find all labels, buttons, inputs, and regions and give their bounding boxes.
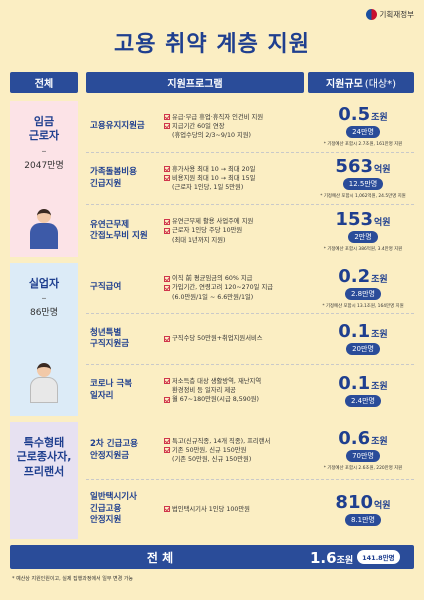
program-description: 유연근무제 활용 사업주에 지원 근로자 1인당 주당 10만원 (최대 1년까…: [164, 205, 312, 257]
program-scale: 0.1조원 2.4만명: [338, 372, 388, 407]
header-scale-sub: (대상*): [364, 79, 396, 90]
category-count: 86만명: [29, 308, 58, 319]
program-row: 고용유지지원금 유급·무급 휴업·휴직자 인건비 지원 지급기간 60일 연장 …: [86, 101, 414, 153]
checkbox-icon: [164, 335, 170, 342]
program-scale: 0.6조원 70만명 * 기정예산 포함시 2.6조원, 220만명 지원: [323, 428, 403, 472]
program-description: 유급·무급 휴업·휴직자 인건비 지원 지급기간 60일 연장 (휴업수당의 2…: [164, 101, 312, 152]
program-row: 코로나 극복 일자리 저소득층 대상 생활방역, 재난지역 환경정비 등 일자리 …: [86, 365, 414, 416]
program-scale: 563억원 12.5만명 * 기정예산 포함시 1,062억원, 24.5만명 …: [320, 156, 406, 200]
target-badge: 20만명: [346, 343, 380, 355]
target-badge: 8.1만명: [344, 513, 381, 526]
program-scale: 0.1조원 20만명: [338, 321, 388, 355]
program-row: 구직급여 이직 前 평균임금의 60% 지급 가입기간, 연령고려 120~27…: [86, 263, 414, 314]
program-description: 구직수당 50만원+취업지원서비스: [164, 314, 312, 364]
target-badge: 24만명: [346, 126, 380, 138]
checkbox-icon: [164, 166, 170, 173]
program-scale: 0.5조원 24만명 * 기정예산 포함시 2.7조원, 161만명 지원: [323, 104, 403, 148]
program-description: 이직 前 평균임금의 60% 지급 가입기간, 연령고려 120~270일 지급…: [164, 263, 312, 313]
checkbox-icon: [164, 378, 170, 385]
program-name: 코로나 극복 일자리: [90, 379, 133, 401]
worker-illustration-icon: [27, 209, 61, 249]
header-scale-label: 지원규모: [325, 79, 363, 90]
checkbox-icon: [164, 175, 170, 182]
group-wage-workers: 임금 근로자 – 2047만명 고용유지지원금 유급·무급 휴업·휴직자 인건비…: [10, 101, 414, 257]
page-title: 고용 취약 계층 지원: [114, 32, 310, 57]
target-badge: 2.4만명: [344, 394, 381, 407]
program-row: 가족돌봄비용 긴급지원 휴가사용 최대 10 → 최대 20일 비용지원 최대 1…: [86, 153, 414, 205]
program-row: 유연근무제 간접노무비 지원 유연근무제 활용 사업주에 지원 근로자 1인당 주…: [86, 205, 414, 257]
total-value: 1.6조원 141.8만명: [310, 548, 400, 567]
category-special-workers: 특수형태 근로종사자, 프리랜서: [10, 422, 78, 539]
group-unemployed: 실업자 – 86만명 구직급여 이직 前 평균임금의 60% 지급 가입기간, …: [10, 263, 414, 416]
jobseeker-illustration-icon: [27, 363, 61, 403]
category-name: 특수형태 근로종사자, 프리랜서: [16, 436, 72, 478]
target-badge: 2만명: [348, 230, 378, 243]
ministry-logo-area: 기획재정부: [365, 9, 415, 20]
program-name: 일반택시기사 긴급고용 안정지원: [90, 492, 137, 526]
header-category: 전체: [10, 72, 78, 93]
group-special-workers: 특수형태 근로종사자, 프리랜서 2차 긴급고용 안정지원금 특고(신규직종, 1…: [10, 422, 414, 539]
program-description: 휴가사용 최대 10 → 최대 20일 비용지원 최대 10 → 최대 15일 …: [164, 153, 312, 204]
total-target-badge: 141.8만명: [357, 550, 400, 564]
program-name: 구직급여: [90, 282, 122, 293]
program-name: 2차 긴급고용 안정지원금: [90, 439, 138, 461]
program-name: 가족돌봄비용 긴급지원: [90, 167, 137, 189]
government-emblem-icon: [365, 9, 377, 20]
checkbox-icon: [164, 114, 170, 121]
category-name: 실업자: [28, 277, 60, 290]
program-row: 일반택시기사 긴급고용 안정지원 법인택시기사 1인당 100만원 810억원 8.…: [86, 480, 414, 539]
category-wage-workers: 임금 근로자 – 2047만명: [10, 101, 78, 257]
header-program: 지원프로그램: [86, 72, 304, 93]
target-badge: 70만명: [346, 450, 380, 462]
checkbox-icon: [164, 123, 170, 130]
category-unemployed: 실업자 – 86만명: [10, 263, 78, 416]
header-scale: 지원규모 (대상*): [308, 72, 414, 93]
ministry-name: 기획재정부: [379, 10, 415, 19]
program-row: 청년특별 구직지원금 구직수당 50만원+취업지원서비스 0.1조원 20만명: [86, 314, 414, 365]
program-description: 특고(신규직종, 14개 직종), 프리랜서 기존 50만원, 신규 150만원…: [164, 422, 312, 479]
target-badge: 12.5만명: [342, 178, 384, 190]
target-badge: 2.8만명: [344, 287, 381, 300]
program-row: 2차 긴급고용 안정지원금 특고(신규직종, 14개 직종), 프리랜서 기존 5…: [86, 422, 414, 480]
checkbox-icon: [164, 275, 170, 282]
category-count: 2047만명: [24, 160, 64, 171]
program-name: 유연근무제 간접노무비 지원: [90, 219, 148, 241]
checkbox-icon: [164, 438, 170, 445]
program-scale: 153억원 2만명 * 기정예산 포함시 386억원, 3.4만명 지원: [323, 208, 403, 252]
program-scale: 0.2조원 2.8만명 * 기정예산 포함시 13.1조원, 164만명 지원: [322, 265, 404, 309]
checkbox-icon: [164, 227, 170, 234]
checkbox-icon: [164, 396, 170, 403]
checkbox-icon: [164, 218, 170, 225]
total-bar: 전 체 1.6조원 141.8만명: [10, 545, 414, 569]
program-description: 법인택시기사 1인당 100만원: [164, 480, 312, 539]
total-label: 전 체: [146, 550, 174, 565]
program-description: 저소득층 대상 생활방역, 재난지역 환경정비 등 일자리 제공 월 67~18…: [164, 365, 312, 416]
category-name: 임금 근로자: [28, 115, 60, 143]
program-scale: 810억원 8.1만명: [335, 491, 391, 526]
checkbox-icon: [164, 506, 170, 513]
footnote: * 예산상 지원인원이고, 실제 집행과정에서 일부 변경 가능: [12, 576, 134, 582]
checkbox-icon: [164, 447, 170, 454]
program-name: 청년특별 구직지원금: [90, 327, 130, 349]
checkbox-icon: [164, 284, 170, 291]
program-name: 고용유지지원금: [90, 120, 145, 131]
